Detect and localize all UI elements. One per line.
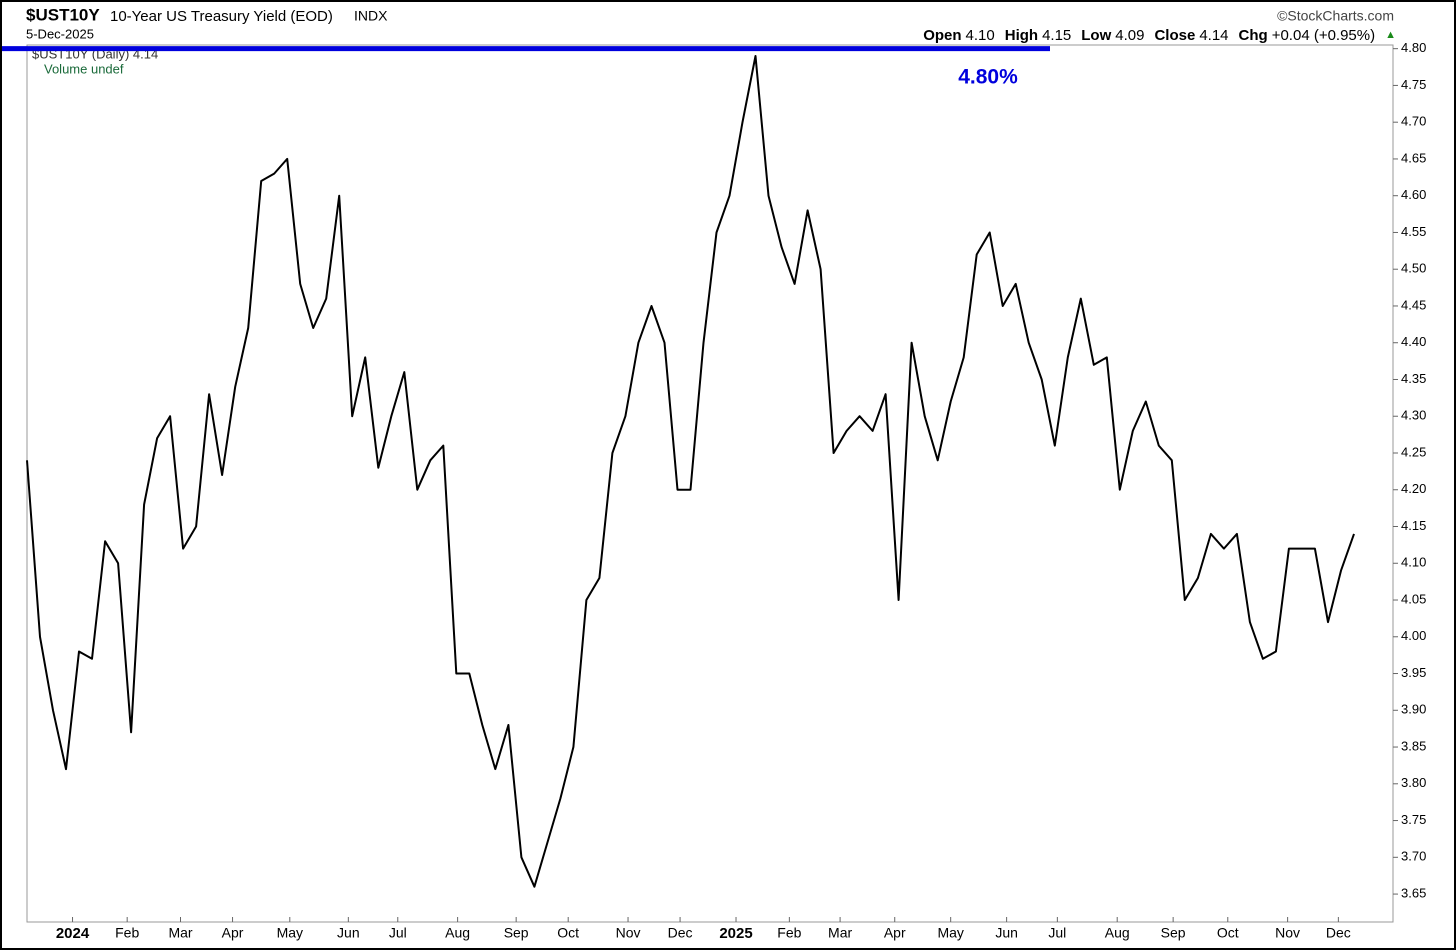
- legend-line: Volume undef: [44, 61, 124, 76]
- x-tick-label: Jun: [995, 925, 1018, 941]
- series-line: [26, 55, 1355, 888]
- change-arrow: ▲: [1385, 29, 1396, 41]
- y-tick-label: 4.40: [1401, 334, 1426, 349]
- y-tick-label: 3.95: [1401, 665, 1426, 680]
- quote-value: 4.15: [1042, 27, 1071, 44]
- y-tick-label: 4.65: [1401, 150, 1426, 165]
- x-tick-label: Oct: [557, 925, 579, 941]
- exchange: INDX: [354, 8, 388, 24]
- y-tick-label: 3.90: [1401, 702, 1426, 717]
- y-tick-label: 4.55: [1401, 224, 1426, 239]
- y-tick-label: 4.10: [1401, 555, 1426, 570]
- x-tick-label: Sep: [504, 925, 529, 941]
- x-tick-label: Apr: [884, 925, 906, 941]
- x-tick-label: Feb: [777, 925, 801, 941]
- x-tick-label: Mar: [168, 925, 192, 941]
- quote-label: Chg: [1239, 27, 1268, 44]
- quote-label: Close: [1154, 27, 1195, 44]
- x-tick-label: 2024: [56, 925, 90, 942]
- y-tick-label: 4.35: [1401, 371, 1426, 386]
- y-tick-label: 3.85: [1401, 738, 1426, 753]
- y-tick-label: 4.15: [1401, 518, 1426, 533]
- y-tick-label: 4.20: [1401, 481, 1426, 496]
- plot-area: [26, 44, 1394, 923]
- y-tick-label: 4.00: [1401, 628, 1426, 643]
- y-tick-label: 4.25: [1401, 444, 1426, 459]
- x-tick-label: Feb: [115, 925, 139, 941]
- quote-value: 4.10: [966, 27, 995, 44]
- date: 5-Dec-2025: [26, 26, 94, 41]
- x-tick-label: Nov: [616, 925, 641, 941]
- x-tick-label: Jul: [1048, 925, 1066, 941]
- quote-value: +0.04 (+0.95%): [1272, 27, 1375, 44]
- y-tick-label: 4.50: [1401, 261, 1426, 276]
- annotation-label: 4.80%: [958, 66, 1018, 89]
- quote-label: High: [1005, 27, 1038, 44]
- y-tick-label: 4.60: [1401, 187, 1426, 202]
- x-tick-label: 2025: [719, 925, 752, 942]
- y-tick-label: 4.70: [1401, 114, 1426, 129]
- x-tick-label: Jul: [389, 925, 407, 941]
- x-tick-label: Oct: [1217, 925, 1239, 941]
- y-tick-label: 4.05: [1401, 591, 1426, 606]
- y-tick-label: 4.75: [1401, 77, 1426, 92]
- source: ©StockCharts.com: [1277, 8, 1394, 24]
- x-tick-label: Nov: [1275, 925, 1300, 941]
- quote-label: Low: [1081, 27, 1111, 44]
- chart-subtitle: 10-Year US Treasury Yield (EOD): [110, 8, 333, 25]
- x-tick-label: Aug: [445, 925, 470, 941]
- x-tick-label: Dec: [668, 925, 693, 941]
- y-tick-label: 4.80: [1401, 40, 1426, 55]
- x-tick-label: May: [277, 925, 303, 941]
- x-tick-label: Mar: [828, 925, 852, 941]
- chart-title: $UST10Y: [26, 5, 100, 24]
- y-tick-label: 4.30: [1401, 408, 1426, 423]
- x-tick-label: Sep: [1161, 925, 1186, 941]
- x-tick-label: May: [937, 925, 963, 941]
- x-tick-label: Aug: [1105, 925, 1130, 941]
- y-tick-label: 4.45: [1401, 297, 1426, 312]
- quote-value: 4.14: [1199, 27, 1228, 44]
- y-tick-label: 3.70: [1401, 849, 1426, 864]
- y-tick-label: 3.75: [1401, 812, 1426, 827]
- y-tick-label: 3.65: [1401, 886, 1426, 901]
- quote-value: 4.09: [1115, 27, 1144, 44]
- x-tick-label: Apr: [222, 925, 244, 941]
- x-tick-label: Dec: [1326, 925, 1351, 941]
- y-tick-label: 3.80: [1401, 775, 1426, 790]
- quote-label: Open: [923, 27, 961, 44]
- x-tick-label: Jun: [337, 925, 360, 941]
